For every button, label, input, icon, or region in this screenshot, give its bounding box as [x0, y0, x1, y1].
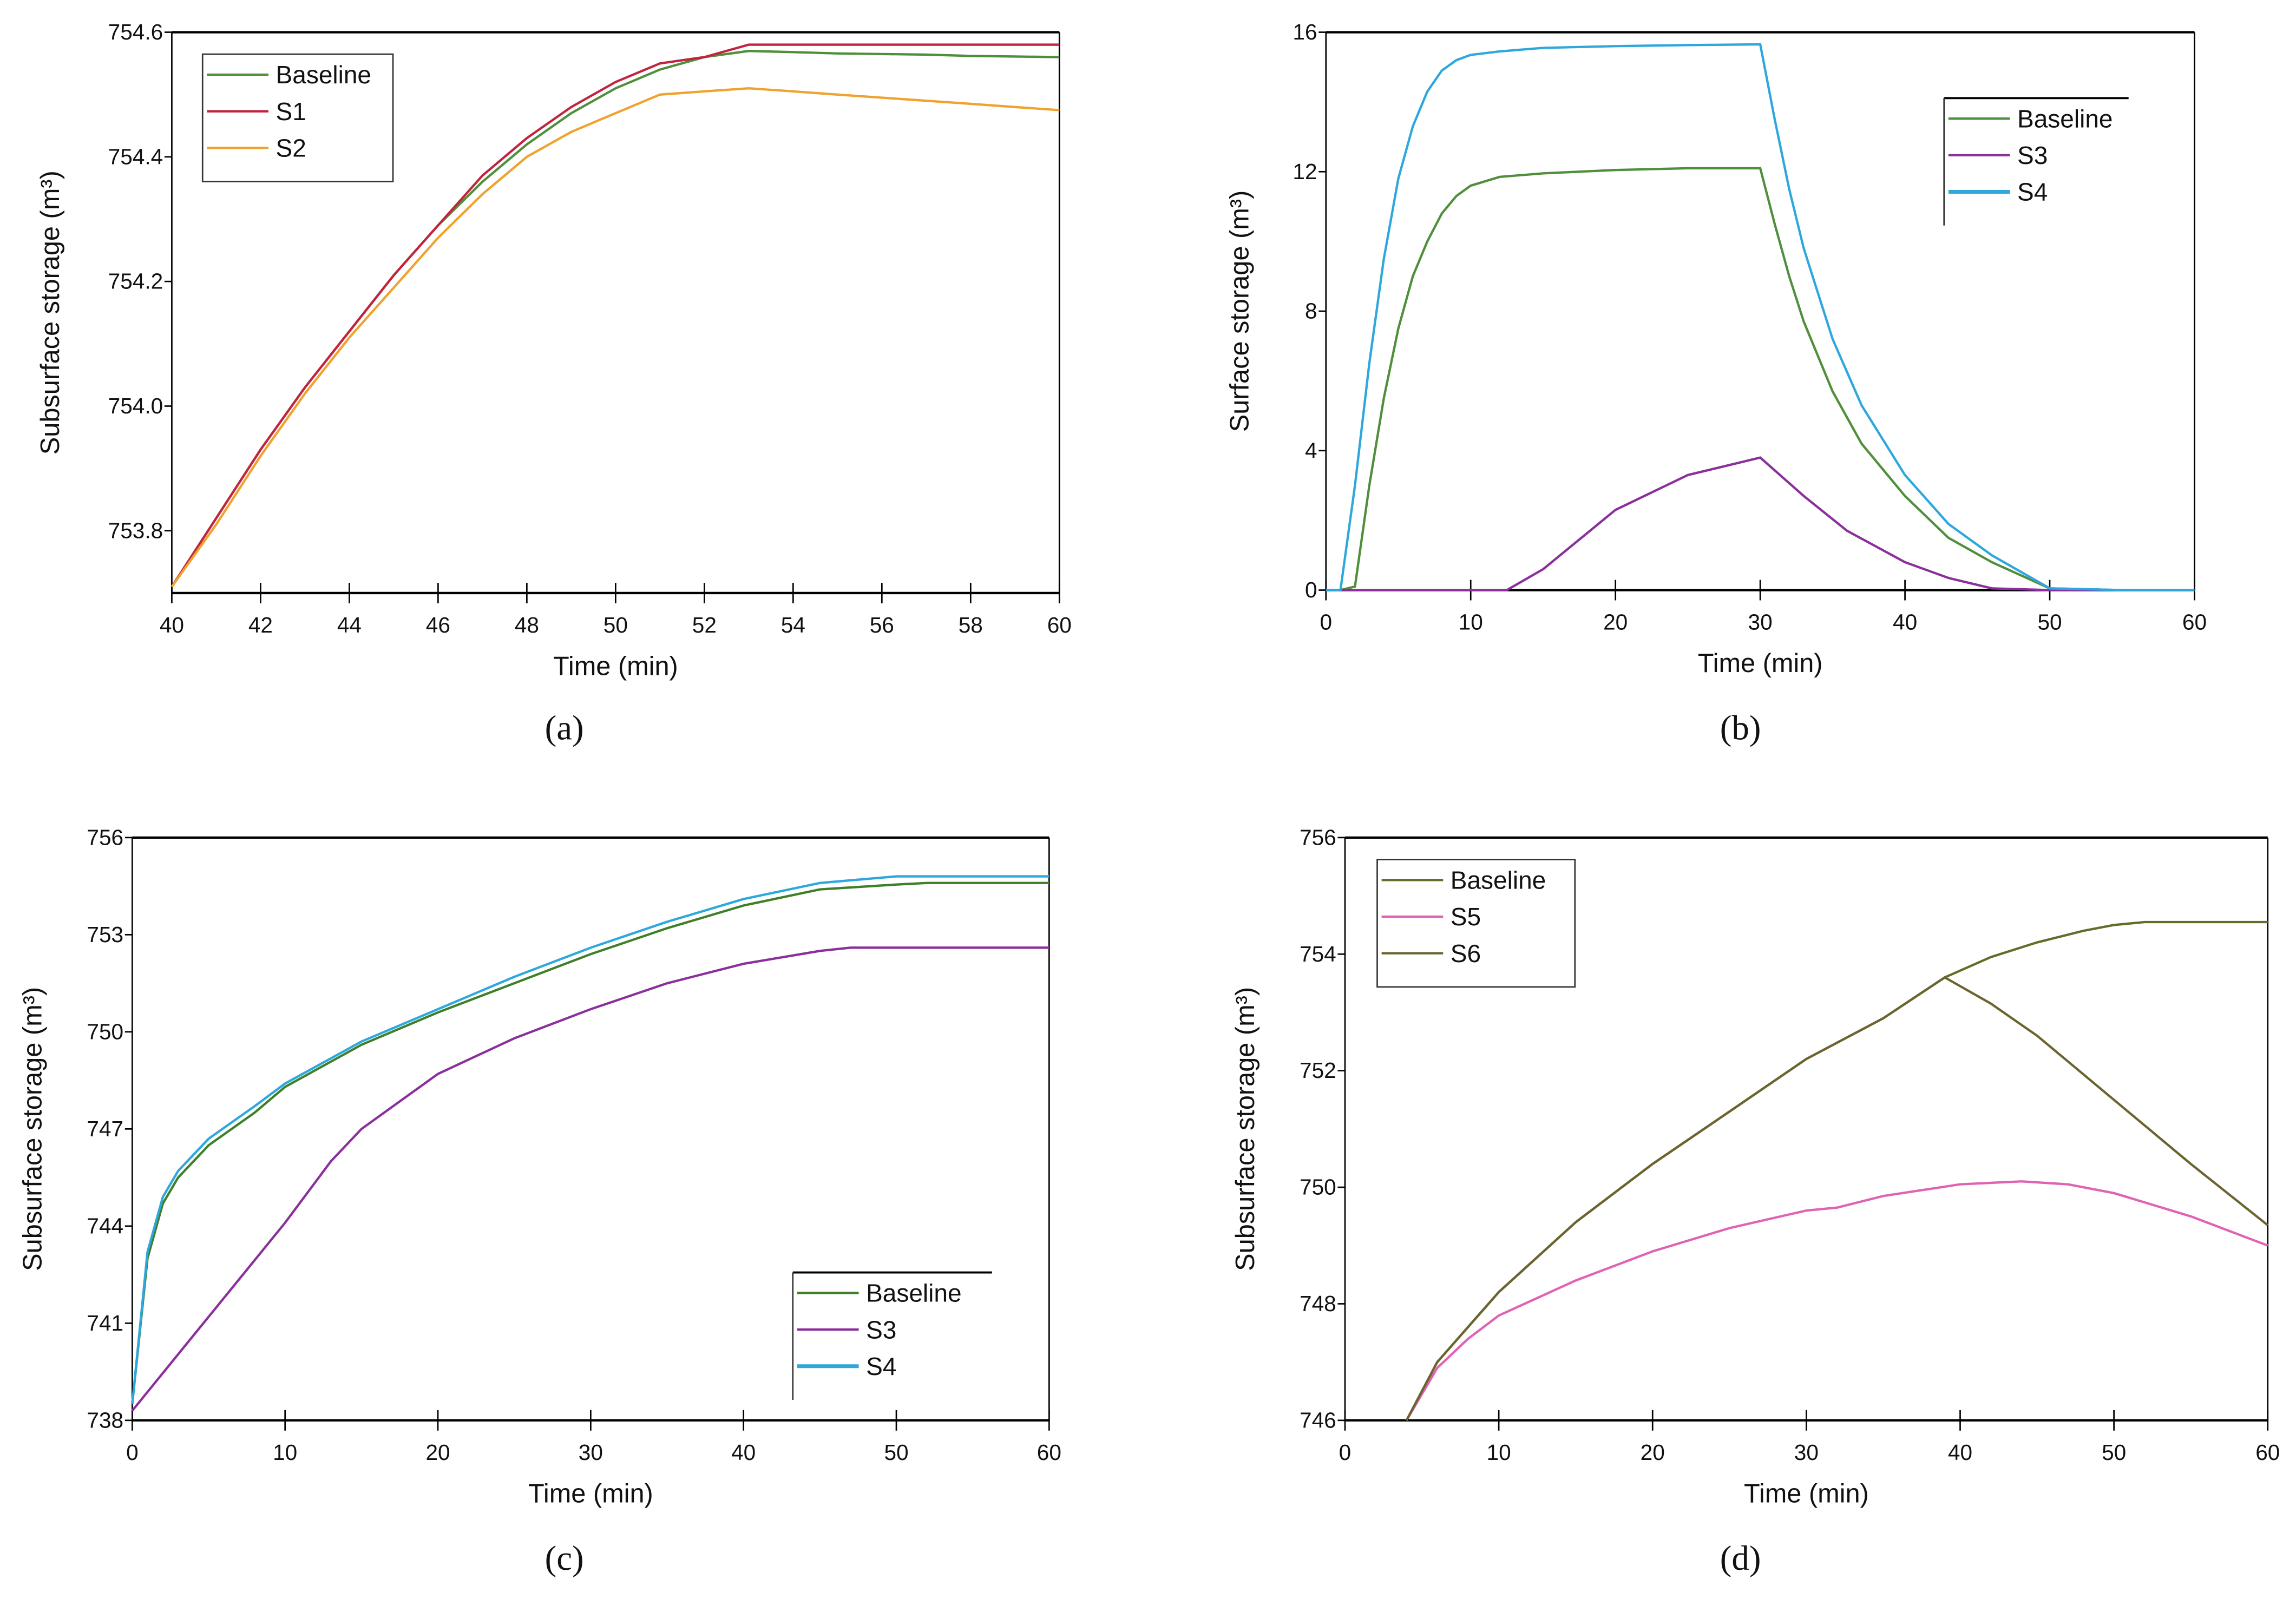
- legend-label: S2: [276, 134, 306, 162]
- x-tick-label: 0: [1339, 1440, 1352, 1465]
- y-tick-label: 754.6: [108, 19, 163, 44]
- x-tick-label: 40: [1893, 610, 1917, 635]
- y-tick-label: 754: [1300, 942, 1336, 966]
- series-line-s3: [1326, 456, 2195, 591]
- x-tick-label: 20: [1603, 610, 1628, 635]
- x-tick-label: 20: [1641, 1440, 1665, 1465]
- y-tick-label: 748: [1300, 1291, 1336, 1316]
- legend-label: S4: [866, 1352, 896, 1380]
- y-tick-label: 746: [1300, 1407, 1336, 1432]
- y-tick-label: 8: [1305, 299, 1317, 324]
- x-tick-label: 52: [692, 613, 717, 637]
- x-tick-label: 10: [273, 1440, 297, 1465]
- x-tick-label: 30: [579, 1440, 603, 1465]
- x-tick-label: 46: [426, 613, 450, 637]
- y-tick-label: 753.8: [108, 518, 163, 543]
- legend-label: S5: [1451, 903, 1481, 931]
- x-tick-label: 0: [126, 1440, 139, 1465]
- y-axis-title: Subsurface storage (m³): [36, 170, 65, 455]
- y-tick-label: 744: [87, 1213, 123, 1238]
- x-tick-label: 50: [603, 613, 628, 637]
- series-line-baseline: [131, 881, 1049, 1405]
- legend-label: S3: [866, 1315, 896, 1344]
- legend-label: Baseline: [276, 61, 371, 89]
- x-tick-label: 54: [781, 613, 805, 637]
- y-tick-label: 0: [1305, 577, 1317, 602]
- x-tick-label: 40: [731, 1440, 756, 1465]
- x-tick-label: 30: [1794, 1440, 1819, 1465]
- x-tick-label: 60: [1037, 1440, 1061, 1465]
- series-line-s2: [170, 87, 1060, 588]
- legend-label: S4: [2017, 178, 2048, 206]
- x-tick-label: 60: [2182, 610, 2207, 635]
- y-tick-label: 741: [87, 1311, 123, 1335]
- chart-panel-d: 0 10 20 30 40 50 60 746 748 750 752 754 756 Time (min…: [1231, 825, 2280, 1577]
- legend-label: S6: [1451, 939, 1481, 968]
- x-tick-label: 56: [870, 613, 894, 637]
- y-tick-label: 738: [87, 1407, 123, 1432]
- x-tick-label: 50: [2102, 1440, 2126, 1465]
- x-tick-label: 0: [1320, 610, 1332, 635]
- panel-caption: (a): [545, 709, 584, 748]
- y-tick-label: 756: [1300, 825, 1336, 850]
- x-tick-label: 20: [425, 1440, 450, 1465]
- x-tick-label: 10: [1459, 610, 1483, 635]
- x-tick-label: 60: [2255, 1440, 2280, 1465]
- legend-label: S1: [276, 97, 306, 126]
- y-tick-label: 16: [1293, 19, 1317, 44]
- x-tick-label: 58: [959, 613, 983, 637]
- y-tick-label: 750: [1300, 1175, 1336, 1200]
- series-line-s3: [131, 946, 1049, 1412]
- y-tick-label: 747: [87, 1116, 123, 1141]
- x-tick-label: 50: [884, 1440, 908, 1465]
- x-tick-label: 48: [515, 613, 539, 637]
- x-tick-label: 40: [160, 613, 184, 637]
- y-axis-title: Subsurface storage (m³): [18, 987, 48, 1271]
- y-tick-label: 12: [1293, 159, 1317, 184]
- legend-label: S3: [2017, 141, 2048, 169]
- panel-caption: (d): [1720, 1539, 1761, 1578]
- y-tick-label: 4: [1305, 438, 1317, 463]
- x-axis-title: Time (min): [1744, 1479, 1869, 1508]
- x-tick-label: 42: [248, 613, 273, 637]
- series-line-baseline: [1326, 167, 2195, 591]
- legend-label: Baseline: [866, 1279, 961, 1307]
- chart-panel-a: 40 42 44 46 48 50 52 54 56 58 60 753.8 754.0 754.2 754…: [36, 19, 1072, 747]
- panel-caption: (c): [545, 1539, 584, 1578]
- y-tick-label: 754.2: [108, 269, 163, 294]
- x-tick-label: 60: [1047, 613, 1072, 637]
- chart-panel-b: 0 10 20 30 40 50 60 0 4 8 12 16 Time (min) Surface st…: [1225, 19, 2207, 747]
- x-tick-label: 10: [1487, 1440, 1511, 1465]
- x-axis-title: Time (min): [553, 652, 678, 681]
- y-axis-title: Subsurface storage (m³): [1231, 987, 1260, 1271]
- panel-caption: (b): [1720, 709, 1761, 748]
- series-line-s4: [1326, 43, 2195, 591]
- x-axis-title: Time (min): [1698, 649, 1823, 678]
- x-tick-label: 44: [337, 613, 362, 637]
- series-line-s5: [1405, 1180, 2268, 1421]
- y-tick-label: 750: [87, 1019, 123, 1044]
- series-line-baseline: [1405, 920, 2268, 1421]
- y-tick-label: 753: [87, 922, 123, 947]
- x-axis-title: Time (min): [528, 1479, 653, 1508]
- x-tick-label: 30: [1748, 610, 1773, 635]
- chart-panel-c: 0 10 20 30 40 50 60 738 741 744 747 750 753 756 Time (…: [18, 825, 1061, 1577]
- series-line-s4: [131, 875, 1049, 1405]
- y-tick-label: 752: [1300, 1058, 1336, 1083]
- series-line-s6: [1405, 976, 2269, 1421]
- legend-label: Baseline: [2017, 104, 2113, 133]
- legend-label: Baseline: [1451, 866, 1546, 894]
- y-tick-label: 754.4: [108, 144, 163, 169]
- x-tick-label: 50: [2037, 610, 2062, 635]
- x-tick-label: 40: [1948, 1440, 1972, 1465]
- y-tick-label: 754.0: [108, 393, 163, 418]
- series-line-s1: [170, 43, 1060, 588]
- y-tick-label: 756: [87, 825, 123, 850]
- y-axis-title: Surface storage (m³): [1225, 190, 1254, 432]
